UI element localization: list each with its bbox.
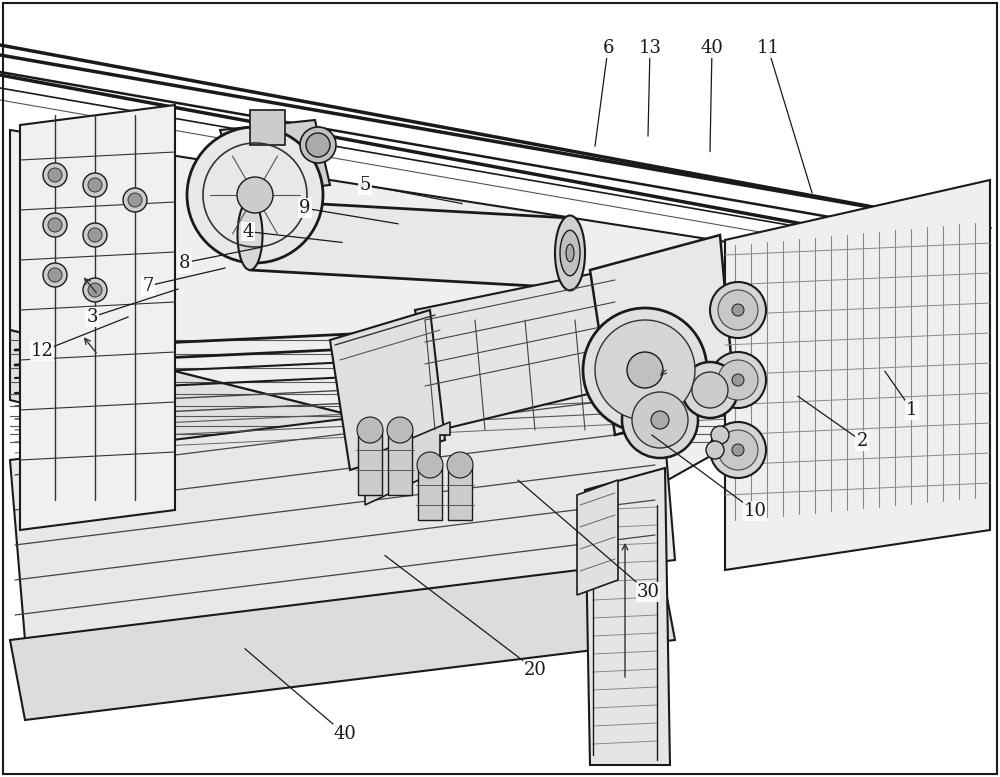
- Polygon shape: [330, 310, 445, 470]
- Circle shape: [718, 290, 758, 330]
- Circle shape: [123, 188, 147, 212]
- Text: 4: 4: [242, 222, 254, 241]
- Polygon shape: [590, 235, 735, 435]
- Circle shape: [48, 268, 62, 282]
- Circle shape: [237, 177, 273, 213]
- Ellipse shape: [566, 244, 574, 262]
- Circle shape: [711, 426, 729, 444]
- Polygon shape: [388, 430, 412, 495]
- Polygon shape: [585, 468, 670, 765]
- Circle shape: [682, 362, 738, 418]
- Circle shape: [83, 173, 107, 197]
- Circle shape: [88, 283, 102, 297]
- Text: 5: 5: [359, 176, 371, 194]
- Text: 7: 7: [142, 277, 154, 295]
- Text: 13: 13: [639, 39, 662, 57]
- Circle shape: [88, 228, 102, 242]
- Circle shape: [306, 133, 330, 157]
- Text: 6: 6: [602, 39, 614, 57]
- Text: 3: 3: [86, 308, 98, 326]
- Text: 20: 20: [524, 660, 546, 679]
- Circle shape: [732, 444, 744, 456]
- Text: 12: 12: [31, 342, 53, 361]
- Circle shape: [710, 422, 766, 478]
- Circle shape: [732, 304, 744, 316]
- Polygon shape: [365, 422, 450, 505]
- Circle shape: [387, 417, 413, 443]
- Polygon shape: [10, 130, 970, 490]
- Circle shape: [718, 430, 758, 470]
- Circle shape: [447, 452, 473, 478]
- Circle shape: [595, 320, 695, 420]
- Circle shape: [48, 218, 62, 232]
- Circle shape: [43, 163, 67, 187]
- Polygon shape: [10, 560, 675, 720]
- Polygon shape: [358, 430, 382, 495]
- Circle shape: [43, 263, 67, 287]
- Polygon shape: [10, 380, 675, 640]
- Ellipse shape: [560, 230, 580, 276]
- Circle shape: [710, 282, 766, 338]
- Polygon shape: [20, 105, 175, 530]
- Circle shape: [583, 308, 707, 432]
- Polygon shape: [10, 330, 650, 560]
- Circle shape: [357, 417, 383, 443]
- Text: 30: 30: [637, 583, 660, 601]
- Text: 40: 40: [701, 39, 723, 57]
- Polygon shape: [448, 465, 472, 520]
- Polygon shape: [418, 465, 442, 520]
- Ellipse shape: [555, 215, 585, 291]
- Circle shape: [692, 372, 728, 408]
- Ellipse shape: [238, 200, 262, 270]
- Polygon shape: [220, 120, 330, 195]
- Circle shape: [651, 411, 669, 429]
- Text: 8: 8: [179, 253, 191, 272]
- Text: 10: 10: [744, 502, 767, 521]
- Circle shape: [187, 127, 323, 263]
- Text: 2: 2: [856, 432, 868, 451]
- Circle shape: [622, 382, 698, 458]
- Circle shape: [88, 178, 102, 192]
- Text: 9: 9: [299, 199, 311, 218]
- Circle shape: [48, 168, 62, 182]
- Circle shape: [732, 374, 744, 386]
- Polygon shape: [415, 270, 625, 430]
- Circle shape: [300, 127, 336, 163]
- Polygon shape: [725, 180, 990, 570]
- Circle shape: [706, 441, 724, 459]
- Text: 11: 11: [757, 39, 780, 57]
- Circle shape: [43, 213, 67, 237]
- Polygon shape: [250, 200, 570, 288]
- Circle shape: [128, 193, 142, 207]
- Text: 1: 1: [906, 401, 918, 420]
- Circle shape: [632, 392, 688, 448]
- Polygon shape: [250, 110, 285, 145]
- Circle shape: [417, 452, 443, 478]
- Circle shape: [710, 352, 766, 408]
- Circle shape: [83, 278, 107, 302]
- Circle shape: [83, 223, 107, 247]
- Text: 40: 40: [334, 725, 356, 744]
- Circle shape: [718, 360, 758, 400]
- Circle shape: [627, 352, 663, 388]
- Polygon shape: [577, 480, 618, 595]
